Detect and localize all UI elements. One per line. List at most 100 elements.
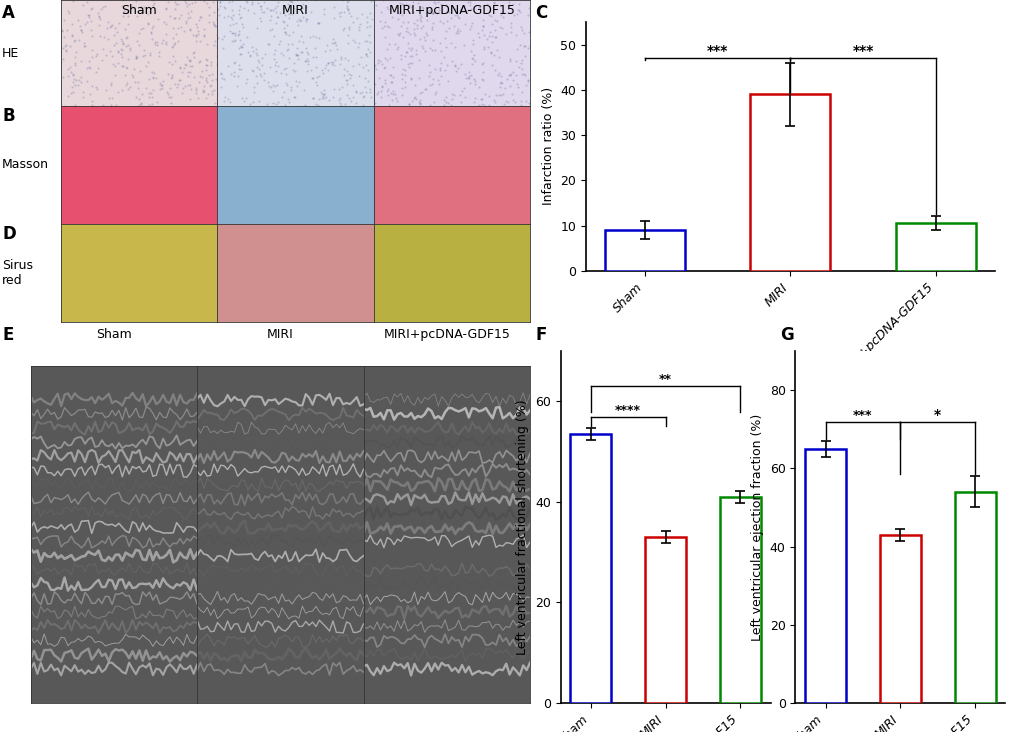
Point xyxy=(400,42,417,53)
Point xyxy=(484,59,500,71)
Point xyxy=(510,81,526,93)
Point xyxy=(165,12,181,23)
Point xyxy=(508,43,525,55)
Point xyxy=(138,60,154,72)
Point xyxy=(383,77,399,89)
Point xyxy=(158,36,174,48)
Point xyxy=(72,76,89,88)
Point xyxy=(183,83,200,95)
Y-axis label: Left ventricular ejection fraction (%): Left ventricular ejection fraction (%) xyxy=(750,414,763,640)
Point xyxy=(227,18,244,29)
Point xyxy=(329,43,345,55)
Point xyxy=(158,3,174,15)
Point xyxy=(146,67,162,78)
Point xyxy=(252,0,268,12)
Point xyxy=(455,18,472,30)
Point xyxy=(303,7,319,18)
Point xyxy=(164,69,180,81)
Point xyxy=(335,0,352,6)
Point xyxy=(455,39,472,51)
Point xyxy=(74,0,91,11)
Point xyxy=(144,27,160,39)
Point xyxy=(308,61,324,73)
Point xyxy=(113,60,129,72)
Point xyxy=(438,42,454,53)
Point xyxy=(60,70,76,82)
Point xyxy=(483,37,499,48)
Point xyxy=(53,24,69,36)
Point xyxy=(393,9,410,20)
Point xyxy=(474,15,490,26)
Point xyxy=(278,68,294,80)
Point xyxy=(399,16,416,28)
Point xyxy=(481,99,497,111)
Point xyxy=(78,62,95,74)
Point xyxy=(279,0,296,10)
Point xyxy=(299,53,315,64)
Point xyxy=(141,92,157,103)
Point xyxy=(315,90,331,102)
Point xyxy=(411,5,427,17)
Point xyxy=(81,10,97,21)
Point xyxy=(173,67,190,78)
Point xyxy=(62,40,78,52)
Point xyxy=(498,73,515,85)
Point xyxy=(445,20,462,31)
Point xyxy=(280,29,297,41)
Point xyxy=(285,92,302,103)
Point xyxy=(205,0,221,7)
Point xyxy=(500,0,517,8)
Point xyxy=(248,47,264,59)
Point xyxy=(351,37,367,49)
Point xyxy=(116,5,132,17)
Point xyxy=(327,36,343,48)
Point xyxy=(357,72,373,83)
Point xyxy=(500,0,517,11)
Point xyxy=(446,59,463,70)
Point xyxy=(287,50,304,61)
Point xyxy=(325,83,341,94)
Point xyxy=(248,70,264,82)
Point xyxy=(321,44,337,56)
Point xyxy=(429,0,445,8)
Point xyxy=(396,76,413,88)
Point xyxy=(485,0,501,8)
Point xyxy=(362,83,378,95)
Point xyxy=(311,93,327,105)
Point xyxy=(235,1,252,13)
Point xyxy=(293,47,310,59)
Point xyxy=(421,79,437,91)
Point xyxy=(66,99,83,111)
Point xyxy=(187,87,204,99)
Point xyxy=(489,15,505,27)
Point xyxy=(98,49,114,61)
Point xyxy=(64,29,81,41)
Point xyxy=(201,69,217,81)
Point xyxy=(421,70,437,82)
Point xyxy=(518,79,534,91)
Point xyxy=(467,92,483,103)
Point xyxy=(196,31,212,42)
Point xyxy=(471,1,487,13)
Point xyxy=(443,94,460,105)
Point xyxy=(130,39,147,51)
Point xyxy=(296,84,312,96)
Point xyxy=(201,1,217,13)
Point xyxy=(141,87,157,99)
Point xyxy=(305,72,321,84)
Point xyxy=(212,68,228,80)
Point xyxy=(177,59,194,71)
Point xyxy=(492,77,508,89)
Point xyxy=(114,35,130,47)
Point xyxy=(475,29,491,40)
Point xyxy=(280,3,297,15)
Point xyxy=(67,51,84,63)
Point xyxy=(379,20,395,32)
Point xyxy=(198,64,214,76)
Point xyxy=(283,0,300,8)
Point xyxy=(474,93,490,105)
Point xyxy=(377,74,393,86)
Point xyxy=(513,21,529,33)
Point xyxy=(96,31,112,43)
Point xyxy=(416,31,432,43)
